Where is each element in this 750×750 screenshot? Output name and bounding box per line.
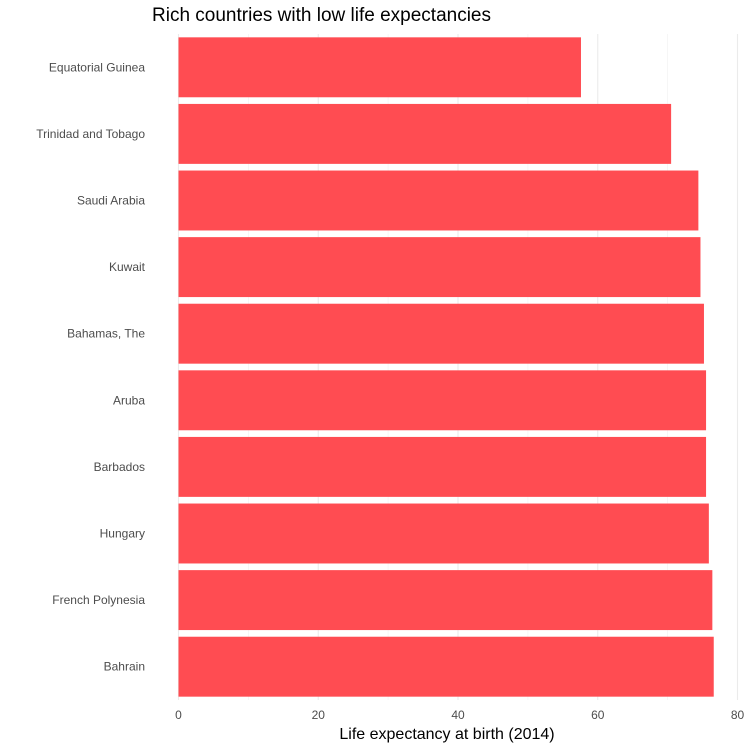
bar xyxy=(178,370,707,431)
bar xyxy=(178,37,581,98)
bar xyxy=(178,170,699,231)
y-tick-label: Barbados xyxy=(94,460,145,474)
y-tick-label: Bahamas, The xyxy=(67,327,145,341)
bar xyxy=(178,636,714,697)
x-tick-label: 60 xyxy=(591,708,605,722)
y-tick-label: Saudi Arabia xyxy=(77,194,145,208)
y-tick-label: Kuwait xyxy=(109,260,146,274)
bar xyxy=(178,303,704,364)
x-tick-label: 20 xyxy=(312,708,326,722)
y-tick-label: Trinidad and Tobago xyxy=(36,127,145,141)
y-tick-label: French Polynesia xyxy=(52,593,145,607)
y-tick-label: Bahrain xyxy=(104,660,145,674)
bar xyxy=(178,237,701,298)
y-axis-labels: Equatorial Guinea Trinidad and Tobago Saud… xyxy=(36,60,145,673)
x-axis-title: Life expectancy at birth (2014) xyxy=(339,726,554,743)
x-tick-label: 0 xyxy=(175,708,182,722)
bar xyxy=(178,436,707,497)
chart-title: Rich countries with low life expectancie… xyxy=(152,5,491,26)
x-tick-label: 40 xyxy=(451,708,465,722)
bar xyxy=(178,503,709,564)
x-axis-ticks: 0 20 40 60 80 xyxy=(175,708,744,722)
y-tick-label: Hungary xyxy=(100,527,145,541)
bars xyxy=(178,37,714,697)
bar xyxy=(178,570,713,631)
y-tick-label: Equatorial Guinea xyxy=(49,60,145,74)
bar xyxy=(178,103,672,164)
y-tick-label: Aruba xyxy=(113,393,145,407)
x-tick-label: 80 xyxy=(731,708,745,722)
